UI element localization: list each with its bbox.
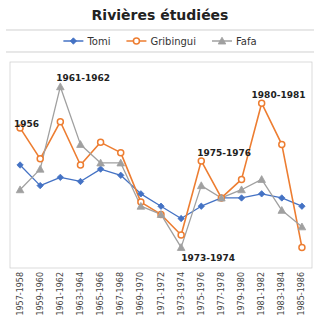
- annotation: 1956: [14, 119, 39, 129]
- x-tick-label: 1961-1962: [56, 272, 65, 316]
- point: [57, 174, 63, 180]
- point: [279, 195, 285, 201]
- point: [197, 182, 205, 189]
- x-tick-label: 1967-1968: [116, 272, 125, 316]
- point: [77, 141, 85, 148]
- legend-marker: [133, 38, 139, 44]
- point: [158, 211, 164, 217]
- point: [57, 119, 63, 125]
- point: [198, 158, 204, 164]
- annotation: 1973-1974: [181, 253, 235, 263]
- point: [177, 244, 185, 251]
- separator: [6, 30, 314, 31]
- point: [117, 159, 125, 166]
- x-tick-label: 1975-1976: [197, 272, 206, 316]
- point: [258, 191, 264, 197]
- x-tick-label: 1983-1984: [277, 272, 286, 316]
- chart: Rivières étudiées Tomi Gribingui Fafa 1957-1…: [0, 0, 320, 320]
- x-tick-label: 1963-1964: [76, 272, 85, 316]
- legend-marker: [70, 38, 76, 44]
- point: [239, 176, 245, 182]
- series-line: [20, 165, 302, 219]
- x-tick-label: 1979-1980: [237, 272, 246, 316]
- point: [279, 141, 285, 147]
- point: [218, 194, 226, 201]
- separator: [6, 52, 314, 53]
- point: [97, 159, 105, 166]
- point: [299, 203, 305, 209]
- x-tick-label: 1985-1986: [297, 272, 306, 316]
- x-tick-label: 1981-1982: [257, 272, 266, 316]
- point: [299, 244, 305, 250]
- legend: Tomi Gribingui Fafa: [63, 36, 256, 47]
- point: [98, 139, 104, 145]
- point: [118, 150, 124, 156]
- x-tick-label: 1971-1972: [157, 272, 166, 316]
- point: [258, 176, 266, 183]
- point: [259, 100, 265, 106]
- point: [37, 156, 43, 162]
- point: [36, 165, 44, 172]
- x-tick-label: 1977-1978: [217, 272, 226, 316]
- title: Rivières étudiées: [92, 7, 229, 23]
- point: [278, 207, 286, 214]
- point: [218, 195, 224, 201]
- point: [178, 232, 184, 238]
- point: [57, 83, 65, 90]
- annotation: 1961-1962: [56, 73, 110, 83]
- legend-label: Tomi: [86, 36, 110, 47]
- point: [77, 178, 83, 184]
- point: [17, 162, 23, 168]
- point: [178, 215, 184, 221]
- point: [218, 195, 224, 201]
- legend-item: Gribingui: [126, 36, 196, 47]
- point: [77, 162, 83, 168]
- x-tick-label: 1957-1958: [16, 272, 25, 316]
- legend-item: Fafa: [212, 36, 257, 47]
- plot-frame: [10, 62, 312, 268]
- legend-marker: [218, 37, 226, 44]
- point: [158, 203, 164, 209]
- point: [298, 223, 306, 230]
- series-line: [20, 103, 302, 247]
- x-tick-label: 1969-1970: [136, 272, 145, 316]
- legend-label: Gribingui: [150, 36, 196, 47]
- legend-item: Tomi: [63, 36, 110, 47]
- point: [138, 191, 144, 197]
- point: [198, 203, 204, 209]
- point: [238, 186, 246, 193]
- point: [16, 186, 24, 193]
- plot-area: [16, 83, 305, 251]
- annotation: 1980-1981: [252, 90, 306, 100]
- point: [157, 211, 165, 218]
- point: [97, 166, 103, 172]
- annotation: 1975-1976: [197, 148, 251, 158]
- x-tick-label: 1973-1974: [177, 272, 186, 316]
- point: [137, 202, 145, 209]
- x-tick-label: 1965-1966: [96, 272, 105, 316]
- x-tick-label: 1959-1960: [36, 272, 45, 316]
- point: [37, 182, 43, 188]
- point: [238, 195, 244, 201]
- point: [118, 172, 124, 178]
- legend-label: Fafa: [236, 36, 257, 47]
- series-line: [20, 87, 302, 248]
